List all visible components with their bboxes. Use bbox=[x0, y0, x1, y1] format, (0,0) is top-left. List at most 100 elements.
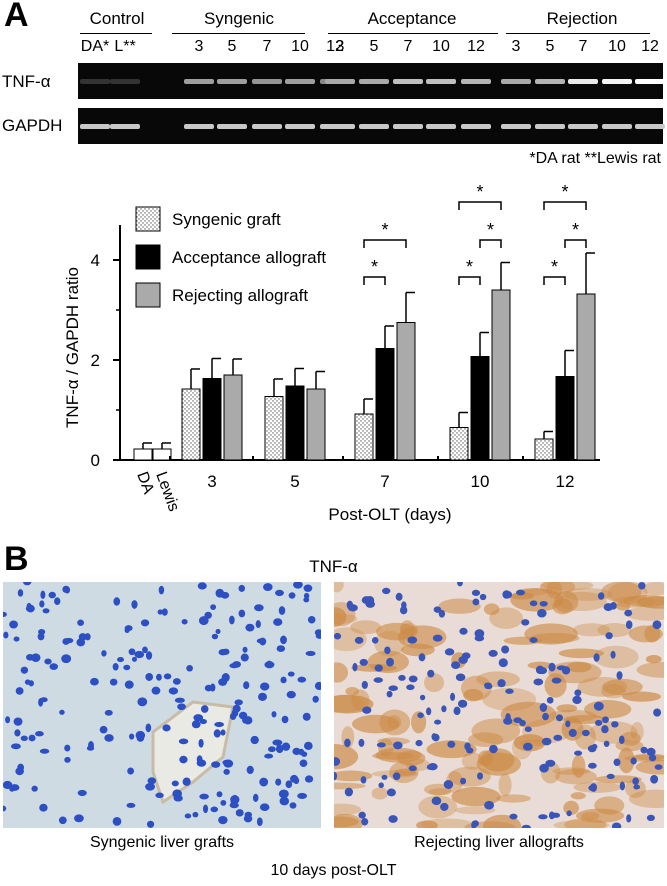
tnf-band bbox=[426, 79, 456, 84]
gel-lane-label: 3 bbox=[511, 38, 521, 55]
significance-bracket bbox=[363, 239, 407, 248]
data-bar bbox=[449, 427, 469, 461]
panel-b-letter: B bbox=[4, 540, 29, 578]
data-bar bbox=[470, 356, 490, 461]
gel-group-label: Syngenic bbox=[204, 9, 274, 28]
gapdh-band bbox=[426, 124, 456, 129]
gel-image-tnf bbox=[78, 63, 665, 99]
data-bar bbox=[354, 413, 374, 461]
gapdh-band bbox=[635, 124, 665, 129]
gapdh-band bbox=[602, 124, 632, 129]
x-tick-label: 10 bbox=[471, 472, 490, 491]
tnf-band bbox=[635, 79, 665, 84]
gel-lane-label: 10 bbox=[432, 38, 450, 55]
tissue-texture bbox=[334, 582, 664, 828]
tnf-band bbox=[80, 79, 110, 84]
tnf-band bbox=[501, 79, 531, 84]
legend-swatch bbox=[135, 244, 161, 270]
gel-lane-label: L** bbox=[114, 38, 136, 55]
gapdh-band bbox=[325, 124, 355, 129]
data-bar bbox=[152, 448, 172, 461]
gel-row-label-tnf: TNF-α bbox=[2, 72, 51, 91]
gel-group-label: Acceptance bbox=[367, 9, 457, 28]
significance-star: * bbox=[466, 257, 473, 277]
significance-star: * bbox=[561, 182, 568, 202]
syngenic-micrograph bbox=[3, 582, 321, 828]
x-axis-label: Post-OLT (days) bbox=[328, 505, 451, 524]
significance-star: * bbox=[551, 257, 558, 277]
data-bar bbox=[202, 378, 222, 461]
panel-a-letter: A bbox=[4, 0, 29, 34]
tnf-band bbox=[393, 79, 423, 84]
y-tick-label: 4 bbox=[91, 251, 100, 270]
gapdh-band bbox=[80, 124, 110, 129]
data-bar bbox=[375, 348, 395, 461]
data-bar bbox=[133, 448, 153, 461]
significance-star: * bbox=[381, 220, 388, 240]
gapdh-band bbox=[535, 124, 565, 129]
gel-image-gapdh bbox=[78, 108, 665, 144]
gapdh-band bbox=[110, 124, 140, 129]
significance-bracket bbox=[543, 276, 566, 285]
significance-bracket bbox=[543, 201, 587, 210]
gel-group-label: Rejection bbox=[546, 9, 618, 28]
gel-lane-label: 12 bbox=[467, 38, 485, 55]
x-tick-label: 5 bbox=[290, 472, 299, 491]
control-label: DA bbox=[133, 470, 157, 497]
data-bar bbox=[491, 289, 511, 461]
legend-label: Acceptance allograft bbox=[172, 248, 326, 267]
gapdh-band bbox=[184, 124, 214, 129]
significance-bracket bbox=[458, 201, 502, 210]
gel-lane-label: 3 bbox=[194, 38, 204, 55]
data-bar bbox=[223, 374, 243, 461]
gel-lane-label: 10 bbox=[291, 38, 309, 55]
tnf-band bbox=[285, 79, 315, 84]
gel-lane-label: DA* bbox=[80, 38, 110, 55]
gapdh-band bbox=[217, 124, 247, 129]
gel-lane-label: 5 bbox=[227, 38, 237, 55]
gapdh-band bbox=[285, 124, 315, 129]
gel-group-underline bbox=[506, 33, 650, 34]
data-bar bbox=[534, 438, 554, 461]
significance-bracket bbox=[458, 276, 481, 285]
tnf-gapdh-bar-chart: 0 2 4 TNF-α / GAPDH ratio Post-OLT (days) DAL… bbox=[63, 182, 600, 524]
x-tick-label: 12 bbox=[556, 472, 575, 491]
gel-lane-label: 12 bbox=[641, 38, 659, 55]
gapdh-band bbox=[501, 124, 531, 129]
rejecting-micrograph bbox=[334, 582, 664, 828]
figure-footer: 10 days post-OLT bbox=[270, 862, 397, 879]
gel-lane-label: 5 bbox=[545, 38, 555, 55]
tnf-band bbox=[535, 79, 565, 84]
tnf-band bbox=[110, 79, 140, 84]
data-bar bbox=[306, 388, 326, 461]
control-label: Lewis bbox=[152, 470, 182, 514]
gel-group-label: Control bbox=[89, 9, 145, 28]
gel-lane-label: 7 bbox=[578, 38, 588, 55]
gel-group-underline bbox=[172, 33, 305, 34]
panel-b-title: TNF-α bbox=[309, 557, 358, 576]
tnf-band bbox=[568, 79, 598, 84]
legend-label: Rejecting allograft bbox=[172, 286, 308, 305]
data-bar bbox=[396, 322, 416, 461]
data-bar bbox=[285, 385, 305, 461]
significance-star: * bbox=[572, 220, 579, 240]
legend-label: Syngenic graft bbox=[172, 210, 281, 229]
gel-lane-label: 12 bbox=[326, 38, 344, 55]
x-tick-label: 3 bbox=[207, 472, 216, 491]
tnf-band bbox=[461, 79, 491, 84]
x-tick-label: 7 bbox=[380, 472, 389, 491]
tnf-band bbox=[602, 79, 632, 84]
legend-swatch bbox=[135, 282, 161, 308]
caption-rejecting: Rejecting liver allografts bbox=[414, 834, 584, 851]
significance-bracket bbox=[479, 239, 502, 248]
legend-swatch bbox=[135, 206, 161, 232]
gel-lane-label: 5 bbox=[369, 38, 379, 55]
gapdh-band bbox=[461, 124, 491, 129]
data-bar bbox=[264, 396, 284, 461]
significance-star: * bbox=[476, 182, 483, 202]
significance-bracket bbox=[363, 276, 386, 285]
tissue-texture bbox=[3, 582, 321, 828]
y-tick-label: 2 bbox=[91, 351, 100, 370]
gel-row-label-gapdh: GAPDH bbox=[2, 116, 63, 135]
gapdh-band bbox=[359, 124, 389, 129]
